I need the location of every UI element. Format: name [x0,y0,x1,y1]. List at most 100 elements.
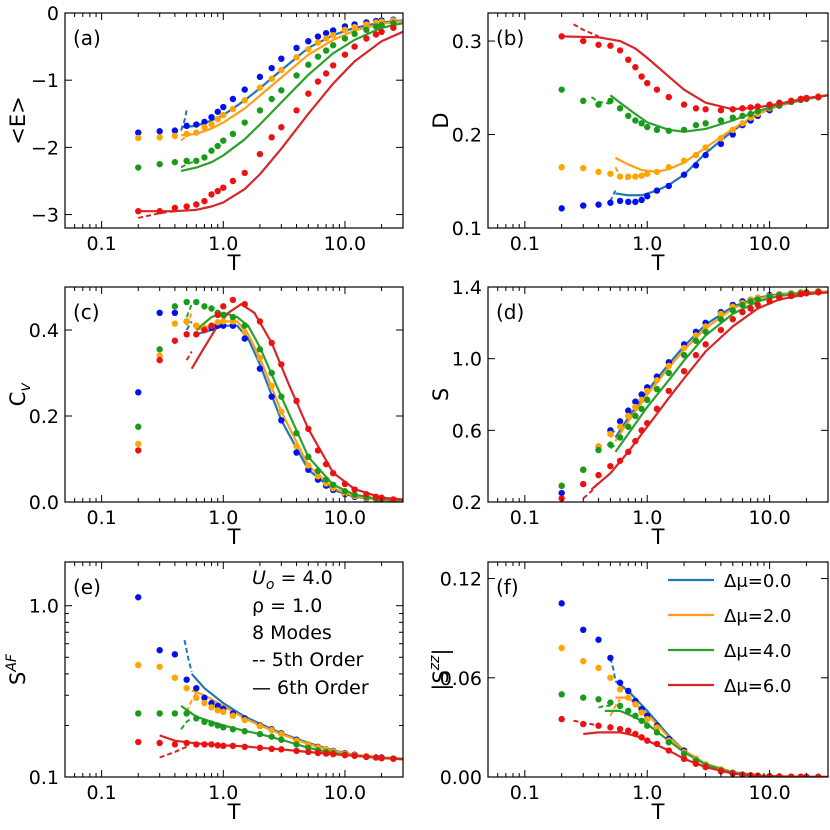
point-f-mu0-5 [625,687,632,695]
y-tick-label-f: 0.00 [440,767,482,789]
point-b-mu4-5 [625,112,632,120]
panel-b: 0.1 1.0 10.0 T 0.1 0.2 0.3 D (b) [429,12,829,275]
y-tick-label-c: 0.2 [29,406,59,428]
point-c-mu0-10 [241,335,248,342]
point-a-mu6-4 [193,201,200,208]
point-a-mu6-10 [241,169,248,177]
point-b-mu6-1 [580,37,587,45]
plot-area-a [135,16,403,219]
curve-6th-f-mu6 [583,731,828,777]
point-b-mu4-6 [632,117,639,124]
y-axis-label-b: D [429,112,453,128]
point-a-mu4-2 [171,158,179,166]
point-b-mu2-15 [729,126,736,134]
point-c-mu0-11 [256,365,264,372]
point-c-mu0-13 [278,417,285,424]
point-a-mu4-23 [378,21,385,29]
curve-5th-f-mu0 [609,657,617,682]
point-c-mu4-15 [305,453,312,461]
point-b-mu6-7 [638,73,645,80]
point-c-mu4-17 [322,476,330,483]
curve-6th-f-mu0 [614,680,828,777]
curve-5th-a-mu2 [180,131,197,142]
point-c-mu6-21 [363,491,370,498]
y-tick-label-b: 0.1 [452,218,482,240]
point-a-mu2-21 [363,21,370,28]
point-e-mu4-5 [201,718,208,726]
point-f-mu6-12 [692,760,700,767]
point-f-mu6-6 [632,730,639,738]
point-b-mu0-9 [653,187,661,194]
point-e-mu4-12 [268,733,275,740]
point-a-mu0-6 [208,113,215,121]
point-f-mu6-4 [616,725,624,733]
point-b-mu6-22 [797,95,805,103]
point-f-mu2-3 [607,674,614,681]
axes-frame-d [487,286,829,503]
curve-5th-a-mu0 [180,110,188,131]
point-f-mu6-14 [717,768,725,775]
point-b-mu6-17 [747,104,754,111]
point-b-mu6-3 [607,42,614,49]
point-f-mu4-6 [632,712,639,720]
point-a-mu2-15 [305,46,312,53]
point-e-mu6-22 [372,754,380,761]
point-a-mu4-4 [193,157,200,165]
point-e-mu2-13 [278,730,285,738]
point-d-mu6-22 [797,290,805,298]
point-a-mu4-13 [278,87,285,94]
point-a-mu6-0 [135,208,142,215]
panel-tag-f: (f) [496,575,519,599]
point-c-mu6-18 [329,469,337,477]
point-a-mu2-20 [351,23,358,31]
point-f-mu2-6 [632,701,639,708]
point-e-mu6-11 [256,744,264,752]
point-a-mu4-20 [351,30,358,38]
point-b-mu4-3 [607,97,614,105]
point-b-mu4-1 [580,97,587,105]
point-e-mu6-7 [214,742,221,749]
point-a-mu6-17 [322,70,330,77]
point-b-mu6-13 [702,106,709,113]
point-e-mu6-14 [293,747,300,755]
point-c-mu6-11 [256,318,264,325]
point-a-mu4-5 [201,154,208,161]
point-e-mu0-0 [135,594,142,601]
y-tick-label-b: 0.3 [452,31,482,53]
plot-area-d [558,288,828,502]
point-a-mu2-4 [193,129,200,136]
point-d-mu6-1 [580,480,587,488]
point-b-mu4-7 [638,120,645,127]
point-c-mu0-1 [156,309,163,316]
x-tick-label-d: 0.1 [510,507,540,529]
x-tick-label-e: 1.0 [208,782,238,804]
point-b-mu6-23 [803,94,810,102]
point-a-mu6-15 [305,90,312,97]
annot-fifth-order: -- 5th Order [252,649,364,671]
x-tick-label-e: 10.0 [324,782,366,804]
point-b-mu6-18 [754,103,761,110]
point-d-mu6-10 [665,387,672,395]
curve-6th-a-mu4 [180,22,403,172]
point-b-mu6-8 [644,79,651,87]
point-c-mu2-13 [278,408,285,415]
point-b-mu4-2 [595,101,602,108]
point-a-mu0-2 [171,127,179,134]
point-c-mu6-17 [322,460,330,468]
point-b-mu0-1 [580,202,587,209]
point-d-mu4-6 [632,412,639,420]
point-d-mu6-20 [776,294,783,301]
point-e-mu4-13 [278,736,285,743]
point-c-mu4-20 [351,491,358,498]
point-b-mu2-13 [702,144,709,151]
point-a-mu6-14 [293,107,300,114]
point-d-mu4-17 [747,298,754,305]
curve-6th-f-mu4 [604,709,828,777]
point-e-mu2-0 [135,661,142,669]
point-a-mu2-2 [171,132,179,140]
point-b-mu2-14 [717,135,725,142]
point-a-mu6-11 [256,150,264,158]
point-c-mu6-19 [341,480,349,488]
point-e-mu2-1 [156,663,163,670]
point-d-mu6-18 [754,301,761,309]
